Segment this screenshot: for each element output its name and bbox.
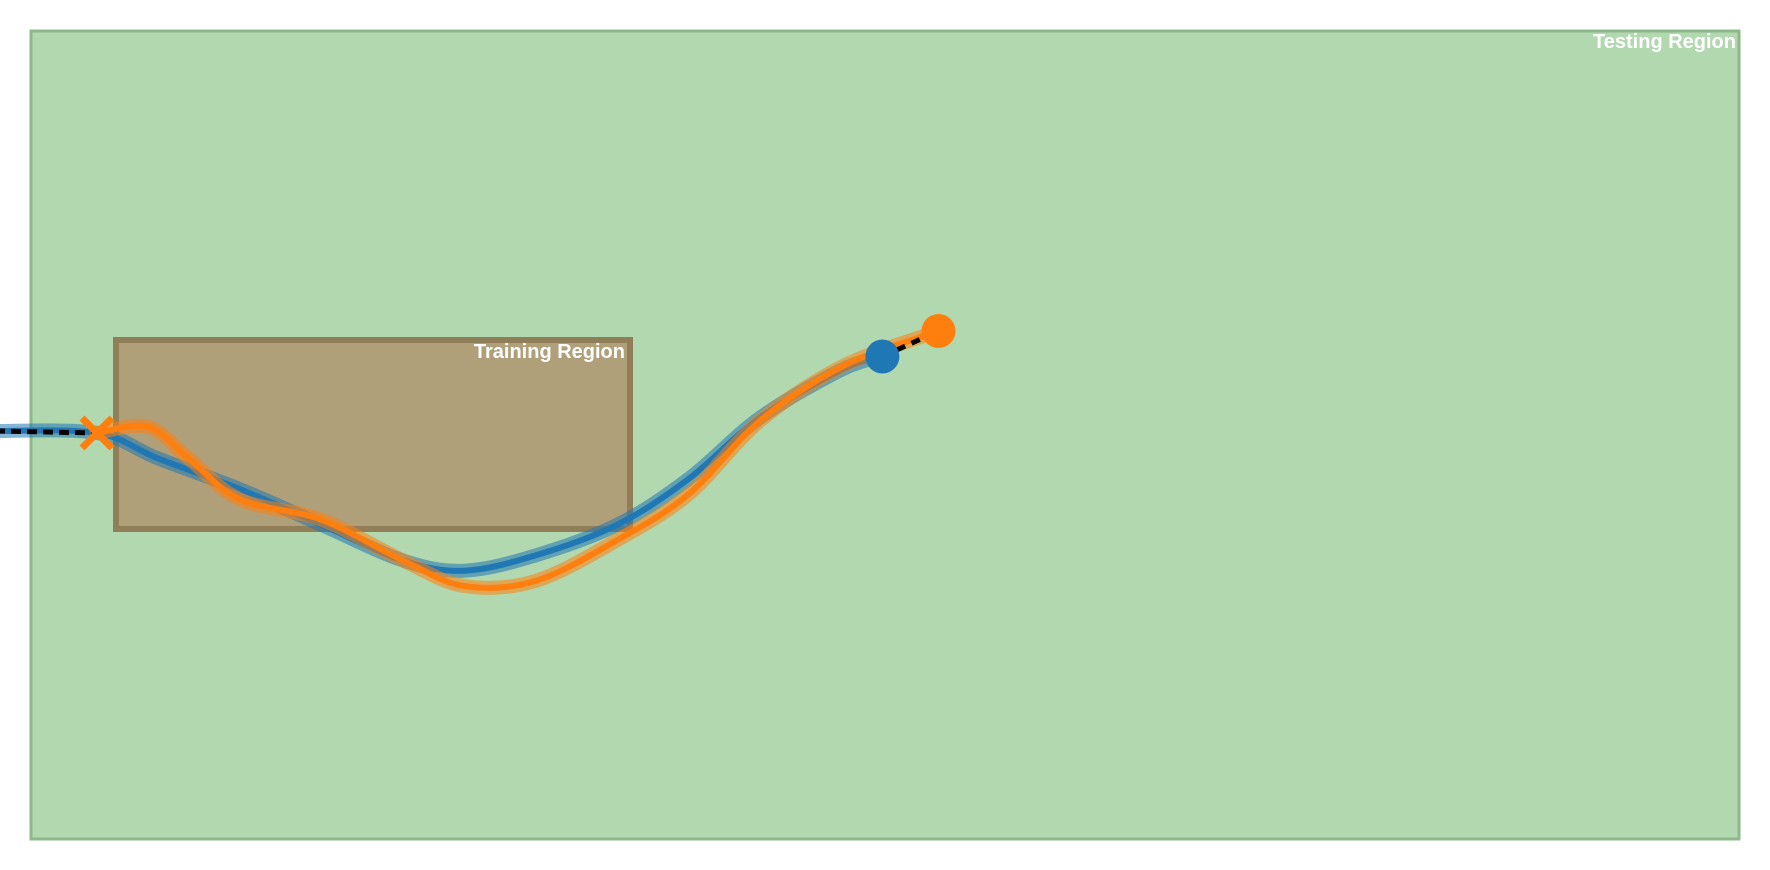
trajectory-layer	[0, 324, 946, 595]
training-region-label: Training Region	[474, 341, 625, 363]
orange-trajectory-end-circle	[921, 314, 956, 348]
orange-trajectory-start-x	[79, 415, 115, 451]
start-offset-link	[0, 428, 98, 436]
testing-region-label: Testing Region	[1593, 31, 1736, 53]
orange-trajectory-line	[94, 328, 942, 591]
training-region	[113, 337, 633, 532]
blue-trajectory-end-circle	[865, 339, 900, 374]
marker-layer	[0, 314, 956, 451]
